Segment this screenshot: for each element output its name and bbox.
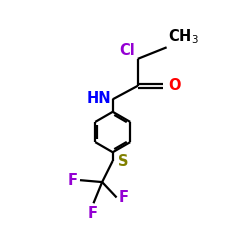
Text: Cl: Cl (119, 43, 135, 58)
Text: F: F (68, 173, 78, 188)
Text: S: S (118, 154, 128, 169)
Text: CH$_3$: CH$_3$ (168, 28, 198, 46)
Text: O: O (168, 78, 181, 93)
Text: F: F (118, 190, 128, 205)
Text: HN: HN (86, 91, 111, 106)
Text: F: F (88, 206, 98, 221)
